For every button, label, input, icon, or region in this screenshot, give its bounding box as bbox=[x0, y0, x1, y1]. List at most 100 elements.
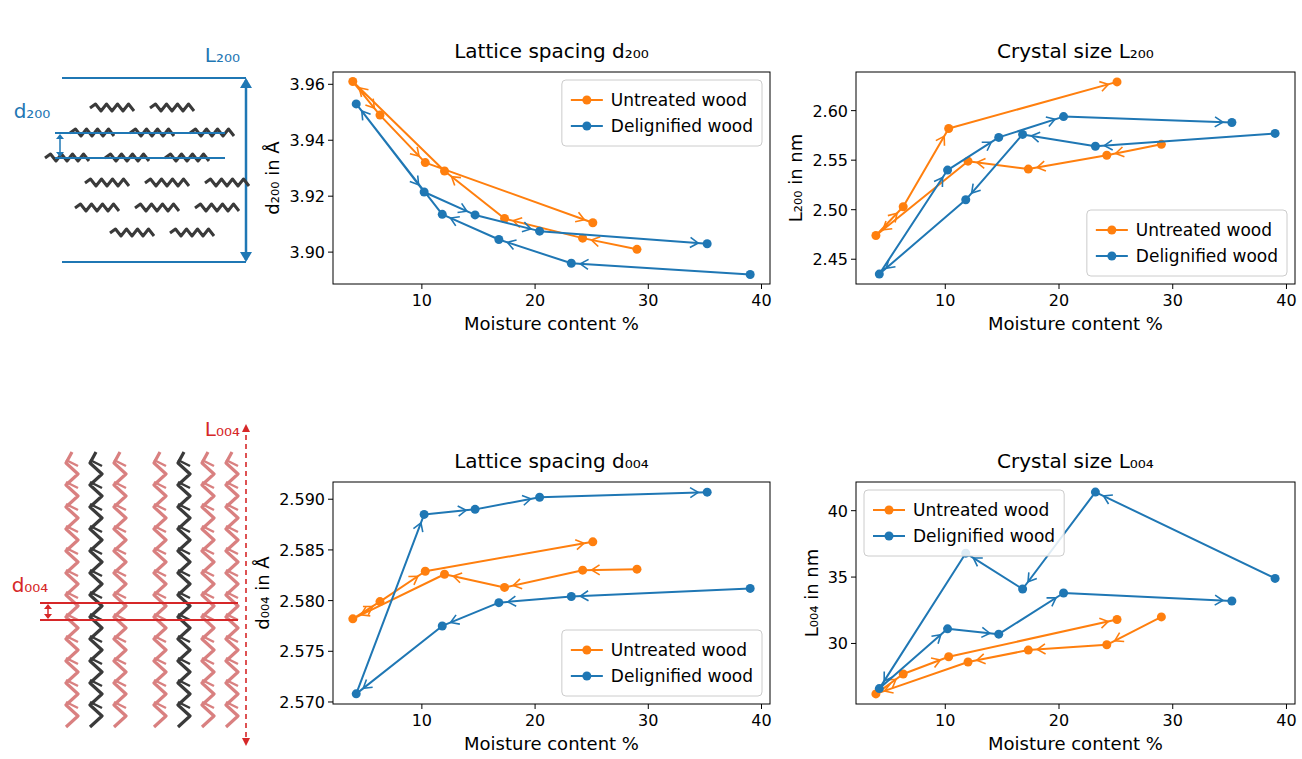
data-point bbox=[352, 689, 361, 698]
data-point bbox=[961, 195, 970, 204]
ring-bond bbox=[226, 680, 238, 686]
data-point bbox=[1059, 112, 1068, 121]
direction-arrow bbox=[508, 596, 516, 606]
ring-bond bbox=[66, 460, 78, 466]
legend-label: Untreated wood bbox=[913, 500, 1049, 520]
x-tick bbox=[1059, 284, 1060, 289]
ring-bond bbox=[226, 702, 238, 708]
data-point bbox=[471, 210, 480, 219]
x-tick bbox=[421, 704, 422, 709]
y-tick-label: 35 bbox=[828, 568, 848, 587]
arrow-head bbox=[240, 252, 252, 262]
data-point bbox=[875, 270, 884, 279]
x-tick bbox=[648, 284, 649, 289]
direction-arrow bbox=[513, 579, 522, 589]
y-tick bbox=[328, 140, 333, 141]
data-point bbox=[1102, 151, 1111, 160]
ring-bond bbox=[90, 526, 102, 532]
legend-label: Delignified wood bbox=[611, 666, 753, 686]
direction-arrow bbox=[886, 259, 895, 268]
chain bbox=[114, 452, 126, 727]
direction-arrow bbox=[982, 142, 991, 151]
ring-bond bbox=[178, 592, 190, 598]
y-axis-label: d₂₀₀ in Å bbox=[262, 141, 283, 215]
x-tick-label: 30 bbox=[638, 291, 658, 310]
y-tick bbox=[328, 196, 333, 197]
direction-arrow bbox=[359, 88, 368, 97]
data-group bbox=[348, 77, 754, 279]
ring-bond bbox=[226, 592, 238, 598]
ring-bond bbox=[114, 658, 126, 664]
schematic-label: L₂₀₀ bbox=[205, 43, 240, 67]
data-point bbox=[944, 124, 953, 133]
x-tick bbox=[1286, 284, 1287, 289]
direction-arrow bbox=[410, 175, 419, 184]
direction-arrow bbox=[1115, 633, 1124, 642]
ring-bond bbox=[90, 570, 102, 576]
x-axis-label: Moisture content % bbox=[464, 313, 639, 334]
data-point bbox=[440, 167, 449, 176]
direction-arrow bbox=[580, 591, 588, 601]
data-point bbox=[1018, 585, 1027, 594]
data-point bbox=[535, 227, 544, 236]
boundary-line bbox=[62, 261, 246, 263]
y-tick-label: 2.580 bbox=[279, 592, 325, 611]
ring-bond bbox=[66, 680, 78, 686]
direction-arrow bbox=[452, 177, 461, 186]
x-axis-label: Moisture content % bbox=[988, 313, 1163, 334]
ring-bond bbox=[178, 680, 190, 686]
x-tick bbox=[761, 284, 762, 289]
schematic-label: L₀₀₄ bbox=[205, 417, 240, 441]
direction-arrow bbox=[410, 147, 419, 156]
x-tick-label: 10 bbox=[935, 291, 955, 310]
data-point bbox=[1091, 488, 1100, 497]
y-tick bbox=[851, 209, 856, 210]
y-tick bbox=[851, 510, 856, 511]
legend-marker bbox=[1107, 226, 1116, 235]
ring-bond bbox=[202, 570, 214, 576]
data-point bbox=[964, 658, 973, 667]
data-point bbox=[899, 202, 908, 211]
y-tick bbox=[851, 160, 856, 161]
boundary-line bbox=[62, 77, 246, 79]
y-tick bbox=[851, 110, 856, 111]
series-line bbox=[353, 542, 637, 619]
data-point bbox=[535, 493, 544, 502]
x-tick bbox=[421, 284, 422, 289]
plot-frame bbox=[333, 72, 770, 284]
direction-arrow bbox=[363, 606, 372, 615]
data-point bbox=[375, 597, 384, 606]
data-group bbox=[348, 488, 754, 699]
arrow-head bbox=[44, 604, 52, 619]
data-point bbox=[944, 652, 953, 661]
data-point bbox=[994, 630, 1003, 639]
ring-bond bbox=[202, 482, 214, 488]
x-tick-label: 20 bbox=[525, 291, 545, 310]
direction-arrow bbox=[884, 672, 893, 681]
y-tick-label: 3.90 bbox=[289, 243, 325, 262]
chart-title: Lattice spacing d₂₀₀ bbox=[454, 39, 649, 63]
y-tick-label: 2.575 bbox=[279, 642, 325, 661]
ring-bond bbox=[114, 680, 126, 686]
data-point bbox=[348, 614, 357, 623]
direction-arrow bbox=[592, 565, 600, 575]
ring-bond bbox=[178, 702, 190, 708]
y-tick bbox=[328, 600, 333, 601]
data-group bbox=[871, 77, 1279, 278]
direction-arrow bbox=[1099, 82, 1108, 92]
arrow-head bbox=[240, 78, 252, 88]
ring-bond bbox=[90, 548, 102, 554]
x-tick bbox=[761, 704, 762, 709]
ring-bond bbox=[90, 680, 102, 686]
x-tick bbox=[535, 284, 536, 289]
direction-arrow bbox=[1032, 132, 1041, 142]
direction-arrow bbox=[931, 658, 940, 667]
direction-arrow bbox=[883, 221, 892, 230]
ring-bond bbox=[90, 636, 102, 642]
direction-arrow bbox=[1047, 598, 1056, 607]
y-tick-label: 3.92 bbox=[289, 187, 325, 206]
legend-label: Untreated wood bbox=[611, 90, 747, 110]
ring-bond bbox=[202, 702, 214, 708]
direction-arrow bbox=[1215, 117, 1223, 127]
chart-title: Lattice spacing d₀₀₄ bbox=[454, 449, 649, 473]
